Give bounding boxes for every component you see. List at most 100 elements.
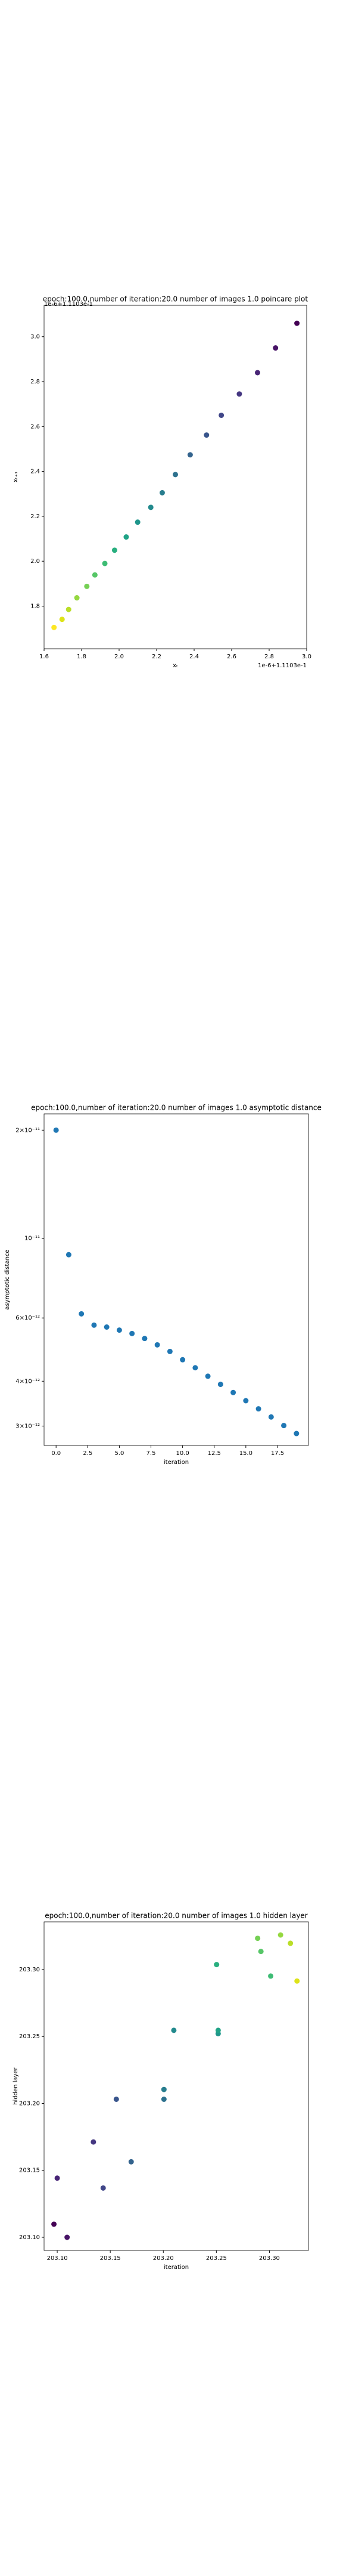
plot-frame	[43, 1113, 309, 1446]
point	[64, 2234, 70, 2240]
chart-title: epoch:100.0,number of iteration:20.0 num…	[31, 1104, 322, 1112]
point	[111, 547, 117, 553]
point	[148, 504, 154, 510]
point	[281, 1423, 287, 1429]
y-tick-label: 2.6	[30, 423, 40, 430]
point	[104, 1324, 110, 1330]
y-tick-label: 203.15	[19, 2168, 40, 2174]
y-tick-label: 203.20	[19, 2100, 40, 2107]
point	[273, 345, 279, 351]
y-tick-label: 203.25	[19, 2033, 40, 2040]
y-tick-label: 203.30	[19, 1967, 40, 1973]
x-tick-label: 2.0	[114, 654, 124, 660]
point	[129, 1330, 135, 1336]
point	[254, 370, 260, 376]
y-tick-label: 3.0	[30, 334, 40, 340]
point	[255, 1936, 261, 1942]
y-axis-label: xₜ₊₁	[13, 472, 19, 482]
point	[173, 472, 178, 478]
x-tick-label: 203.30	[259, 2255, 280, 2262]
y-tick-label: 2.2	[30, 513, 40, 520]
point	[100, 2185, 106, 2191]
y-axis-label: asymptotic distance	[4, 1249, 11, 1309]
x-tick-label: 2.4	[189, 654, 199, 660]
point	[74, 595, 80, 601]
y-axis-label: hidden layer	[13, 2067, 19, 2104]
x-tick-label: 17.5	[271, 1450, 284, 1457]
point	[113, 2097, 119, 2103]
point	[66, 606, 71, 612]
y-tick-label: 2.8	[30, 379, 40, 385]
point	[51, 624, 57, 630]
x-tick-label: 12.5	[208, 1450, 221, 1457]
point	[268, 1414, 274, 1420]
point	[91, 2139, 96, 2145]
chart-title: epoch:100.0,number of iteration:20.0 num…	[43, 295, 308, 304]
plot-frame	[43, 305, 307, 649]
point	[159, 490, 165, 496]
y-tick-label: 10⁻¹¹	[24, 1236, 40, 1242]
point	[161, 2097, 167, 2103]
y-tick-label: 2.4	[30, 469, 40, 475]
y-tick-label: 203.10	[19, 2234, 40, 2241]
point	[205, 1373, 211, 1379]
x-tick-label: 1.6	[39, 654, 49, 660]
point	[294, 1978, 300, 1984]
x-tick-label: 7.5	[146, 1450, 156, 1457]
y-tick-label: 3×10⁻¹²	[15, 1423, 40, 1430]
y-tick-label: 2.0	[30, 558, 40, 565]
point	[92, 572, 98, 578]
point	[268, 1973, 274, 1979]
point	[102, 561, 108, 566]
point	[66, 1252, 71, 1258]
point	[258, 1949, 264, 1955]
point	[59, 617, 65, 623]
y-tick-label: 6×10⁻¹²	[15, 1315, 40, 1321]
x-tick-label: 2.2	[152, 654, 161, 660]
x-tick-label: 2.8	[264, 654, 274, 660]
chart-title: epoch:100.0,number of iteration:20.0 num…	[45, 1912, 308, 1920]
x-axis-label: iteration	[164, 2264, 189, 2271]
y-tick-label: 1.8	[30, 603, 40, 609]
point	[161, 2086, 167, 2092]
point	[204, 432, 210, 438]
x-tick-label: 5.0	[114, 1450, 124, 1457]
point	[91, 1322, 97, 1328]
point	[84, 583, 90, 589]
point	[171, 2027, 177, 2033]
x-axis-label: xₜ	[173, 662, 178, 669]
x-tick-label: 10.0	[176, 1450, 189, 1457]
point	[192, 1365, 198, 1371]
y-offset-label: 1e-6+1.1103e-1	[44, 301, 93, 308]
x-offset-label: 1e-6+1.1103e-1	[258, 662, 307, 669]
point	[294, 320, 300, 326]
x-tick-label: 203.25	[206, 2255, 227, 2262]
point	[217, 1382, 223, 1388]
point	[51, 2221, 57, 2227]
point	[230, 1389, 236, 1395]
point	[214, 1962, 220, 1968]
point	[219, 412, 224, 418]
plot-frame	[43, 1921, 309, 2251]
point	[167, 1348, 173, 1354]
point	[288, 1940, 294, 1946]
point	[142, 1336, 148, 1342]
point	[294, 1431, 300, 1436]
point	[277, 1932, 283, 1938]
x-axis-label: iteration	[164, 1459, 189, 1466]
x-tick-label: 203.15	[100, 2255, 121, 2262]
point	[135, 519, 141, 525]
point	[255, 1406, 261, 1412]
point	[187, 452, 193, 458]
point	[54, 2175, 60, 2181]
point	[116, 1327, 122, 1333]
x-tick-label: 3.0	[302, 654, 311, 660]
point	[53, 1127, 59, 1133]
point	[243, 1398, 249, 1404]
point	[123, 534, 129, 540]
point	[79, 1311, 85, 1317]
x-tick-label: 0.0	[51, 1450, 61, 1457]
x-tick-label: 2.5	[83, 1450, 92, 1457]
point	[215, 2027, 221, 2033]
